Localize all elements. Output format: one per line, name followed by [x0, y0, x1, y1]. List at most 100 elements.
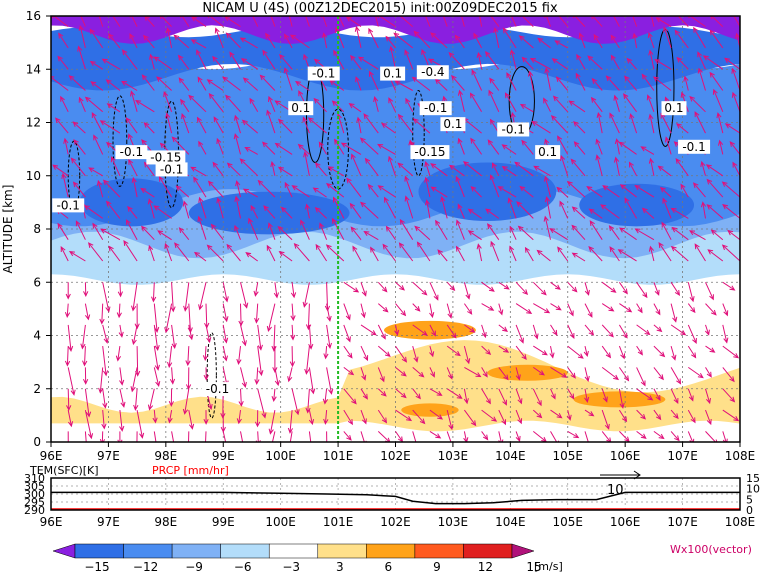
- wind-vector: [543, 97, 551, 113]
- wind-vector: [187, 303, 193, 334]
- wind-vector: [153, 303, 160, 333]
- wind-vector: [190, 166, 207, 177]
- x-tick-label: 98E: [154, 449, 177, 463]
- wind-vector: [446, 345, 461, 357]
- wind-vector: [203, 410, 209, 425]
- contour-loop: [412, 90, 425, 177]
- wind-vector: [457, 89, 465, 112]
- legend-swatch: [317, 543, 367, 559]
- wind-vector: [84, 409, 94, 440]
- wind-vector: [343, 388, 357, 405]
- wind-vector: [613, 156, 620, 176]
- wind-vector: [90, 81, 104, 91]
- wind-vector: [389, 45, 396, 70]
- wind-vector: [240, 367, 247, 389]
- wind-vector: [102, 179, 121, 198]
- wind-vector: [664, 136, 672, 155]
- chart-title: NICAM U (4S) (00Z12DEC2015) init:00Z09DE…: [202, 1, 558, 16]
- wind-vector: [636, 388, 654, 401]
- wind-vector: [618, 324, 628, 339]
- wind-vector: [550, 409, 563, 419]
- wind-vector: [331, 217, 345, 240]
- wind-vector: [567, 367, 576, 379]
- contour-label-text: -0.1: [682, 140, 705, 154]
- wind-vector: [345, 16, 362, 28]
- wind-vector: [623, 93, 638, 113]
- contour-label-bg: [380, 66, 406, 81]
- wind-vector: [641, 73, 655, 91]
- wind-vector: [148, 244, 155, 262]
- surface-right-tick: 0: [746, 504, 753, 517]
- contour-label-bg: [52, 198, 85, 213]
- wind-vector: [100, 228, 121, 241]
- wind-vector: [175, 185, 190, 198]
- wind-vector: [549, 346, 555, 359]
- wind-vector: [360, 345, 369, 362]
- legend-arrow-right: [511, 543, 535, 559]
- x-tick-label: 104E: [495, 449, 526, 463]
- wind-vector: [524, 246, 534, 262]
- wind-vector: [73, 139, 86, 155]
- wind-vector: [129, 33, 138, 49]
- wind-vector: [429, 324, 436, 337]
- wind-vector: [257, 388, 267, 419]
- wind-vector: [601, 388, 608, 403]
- surface-x-tick-label: 96E: [40, 515, 63, 529]
- wind-vector: [532, 324, 539, 340]
- wind-vector: [102, 324, 109, 344]
- wind-vector: [115, 346, 122, 362]
- wind-vector: [180, 98, 190, 113]
- wind-vector: [550, 303, 562, 311]
- wind-vector: [238, 303, 244, 327]
- wind-vector: [533, 366, 545, 376]
- wind-vector: [57, 55, 69, 70]
- wind-vector: [112, 16, 121, 27]
- wind-vector: [262, 49, 276, 70]
- wind-vector: [393, 32, 414, 49]
- wind-vector: [102, 282, 111, 313]
- wind-vector: [377, 143, 396, 155]
- wind-vector: [739, 367, 740, 369]
- wind-vector: [135, 99, 155, 113]
- wind-vector: [473, 32, 483, 49]
- wind-vector: [722, 345, 740, 359]
- wind-vector: [707, 249, 724, 262]
- wind-vector: [464, 324, 476, 333]
- wind-vector: [448, 51, 465, 70]
- wind-vector: [722, 281, 736, 291]
- tem-line: [51, 491, 740, 505]
- wind-vector: [550, 366, 568, 378]
- wind-vector: [210, 223, 224, 241]
- wind-vector: [584, 388, 590, 404]
- wind-vector: [554, 40, 568, 49]
- contour-label-text: 0.1: [443, 117, 462, 131]
- wind-vector: [498, 303, 504, 316]
- wind-vector: [498, 367, 509, 381]
- wind-vector: [601, 281, 617, 293]
- wind-vector: [544, 196, 551, 219]
- surface-x-ticks: 96E 97E 98E 99E 100E 101E 102E 103E 104E 105E 106E…: [40, 515, 756, 529]
- wind-vector: [705, 409, 712, 426]
- wind-vector: [266, 303, 276, 333]
- wind-vector: [235, 180, 241, 198]
- wind-vector: [222, 324, 229, 344]
- wind-vector: [323, 346, 329, 360]
- wind-vector: [198, 196, 207, 219]
- surface-right-tick: 15: [746, 472, 760, 485]
- wind-vector: [87, 242, 104, 262]
- wind-vector: [153, 431, 157, 442]
- wind-vector: [206, 79, 224, 91]
- wind-vector: [216, 197, 224, 219]
- wind-vector: [164, 303, 173, 334]
- wind-vector: [467, 208, 482, 219]
- wind-vector: [377, 345, 391, 358]
- wind-vector: [618, 367, 630, 382]
- wind-vector: [490, 240, 500, 262]
- wind-vector: [429, 388, 443, 396]
- wind-vector: [675, 157, 689, 177]
- y-tick-label: 8: [33, 222, 41, 236]
- wind-vector: [700, 201, 707, 219]
- wind-vector: [350, 54, 362, 70]
- wind-vector: [171, 136, 190, 155]
- x-tick-label: 107E: [667, 449, 698, 463]
